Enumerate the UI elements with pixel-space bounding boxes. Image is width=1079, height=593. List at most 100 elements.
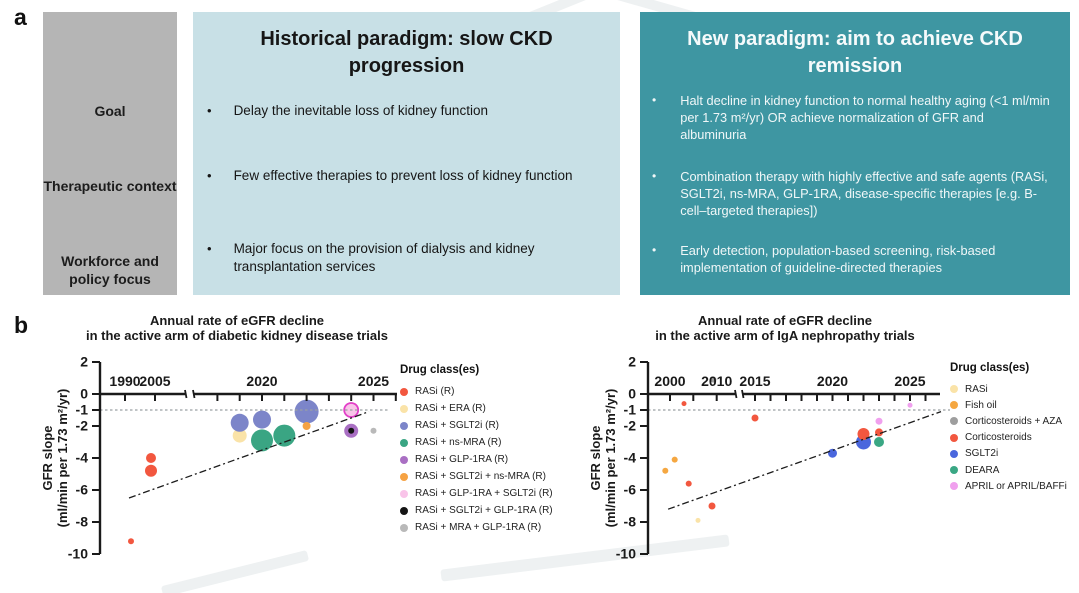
legend-item: Fish oil: [950, 397, 1079, 413]
data-point: [708, 502, 716, 510]
y-tick-label: -4: [76, 450, 89, 466]
data-point: [294, 399, 319, 424]
legend-swatch: [950, 433, 958, 442]
legend-item: RASi: [950, 381, 1079, 397]
legend-item: RASi (R): [400, 383, 580, 400]
legend-swatch: [400, 489, 408, 498]
historical-bullet-goal: • Delay the inevitable loss of kidney fu…: [207, 103, 488, 118]
y-tick-label: -2: [76, 418, 89, 434]
x-tick-label: 2020: [246, 373, 277, 389]
data-point: [146, 453, 156, 463]
y-tick-label: -2: [624, 418, 637, 434]
data-point: [828, 448, 837, 458]
legend-item-label: RASi + GLP-1RA (R): [415, 454, 509, 465]
x-tick-label: 2025: [894, 373, 925, 389]
legend-title: Drug class(es): [400, 364, 480, 376]
legend-swatch: [950, 417, 958, 426]
legend-swatch: [950, 401, 958, 410]
data-point: [875, 417, 883, 425]
legend-swatch: [400, 387, 408, 396]
y-tick-label: -1: [76, 402, 89, 418]
legend-item: RASi + SGLT2i (R): [400, 417, 580, 434]
data-point: [273, 424, 296, 447]
y-axis-label-line1: GFR slope: [40, 425, 55, 490]
legend-item-label: RASi (R): [415, 386, 455, 397]
new-bullet-therapeutic: • Combination therapy with highly effect…: [652, 169, 1048, 218]
y-tick-label: -4: [624, 450, 637, 466]
data-point: [128, 538, 134, 545]
row-header-therapeutic-context: Therapeutic context: [43, 178, 177, 194]
panel-a-label: a: [14, 4, 27, 30]
historical-paradigm-title: Historical paradigm: slow CKD progressio…: [260, 28, 553, 77]
row-header-workforce-policy: Workforce and policy focus: [61, 253, 159, 287]
axis-break-mark: [734, 389, 738, 399]
legend-item-label: Corticosteroids: [965, 432, 1032, 444]
chart-title-line2: in the active arm of IgA nephropathy tri…: [655, 328, 915, 343]
new-bullet-workforce: • Early detection, population-based scre…: [652, 243, 996, 275]
legend-swatch: [400, 438, 408, 447]
y-tick-label: 0: [628, 386, 636, 402]
legend-item-label: RASi: [965, 383, 988, 395]
legend-item-label: SGLT2i: [965, 448, 999, 460]
y-tick-label: -1: [624, 402, 637, 418]
legend-item-label: APRIL or APRIL/BAFFi: [965, 480, 1067, 492]
bullet-marker: •: [652, 93, 657, 107]
x-tick-label: 2010: [701, 373, 732, 389]
legend-item: SGLT2i: [950, 446, 1079, 462]
legend-item-label: Fish oil: [965, 399, 997, 411]
data-point: [232, 428, 247, 443]
y-tick-label: 2: [80, 354, 88, 370]
legend-swatch: [950, 466, 958, 475]
bullet-marker: •: [652, 243, 657, 257]
chart-title-line1: Annual rate of eGFR decline: [150, 313, 324, 328]
legend-item: RASi + SGLT2i + ns-MRA (R): [400, 468, 580, 485]
legend-swatch: [950, 482, 958, 491]
data-point: [230, 413, 249, 432]
data-point: [145, 464, 157, 477]
legend-item-label: Corticosteroids + AZA: [965, 415, 1062, 427]
y-tick-label: 0: [80, 386, 88, 402]
legend-swatch: [400, 506, 408, 515]
legend-item: Corticosteroids: [950, 430, 1079, 446]
y-tick-label: -8: [624, 514, 637, 530]
axis-break-mark: [184, 389, 188, 399]
y-axis-label-line2: (ml/min per 1.73 m²/yr): [603, 389, 618, 528]
legend-item: APRIL or APRIL/BAFFi: [950, 478, 1079, 494]
y-tick-label: -6: [76, 482, 89, 498]
data-point: [251, 429, 273, 452]
bullet-marker: •: [207, 168, 212, 183]
legend-item: RASi + GLP-1RA + SGLT2i (R): [400, 485, 580, 502]
legend-item: RASi + MRA + GLP-1RA (R): [400, 519, 580, 536]
bullet-marker: •: [207, 241, 212, 256]
data-point: [695, 517, 701, 523]
x-tick-label: 2020: [817, 373, 848, 389]
legend-item-label: RASi + GLP-1RA + SGLT2i (R): [415, 488, 553, 499]
legend-iga-nephropathy: Drug class(es) RASi Fish oil Corticosteroid…: [950, 362, 1079, 494]
legend-diabetic-kidney-disease: Drug class(es) RASi (R) RASi + ERA (R) RASi…: [400, 364, 580, 536]
y-tick-label: 2: [628, 354, 636, 370]
legend-item-label: RASi + SGLT2i + GLP-1RA (R): [415, 505, 553, 516]
new-bullet-goal: • Halt decline in kidney function to nor…: [652, 93, 1050, 142]
legend-item-label: RASi + ns-MRA (R): [415, 437, 502, 448]
historical-paradigm-panel: Historical paradigm: slow CKD progressio…: [193, 12, 620, 295]
legend-item-label: RASi + MRA + GLP-1RA (R): [415, 522, 542, 533]
data-point: [751, 414, 759, 422]
historical-bullet-workforce: • Major focus on the provision of dialys…: [207, 241, 535, 274]
data-point: [685, 480, 692, 487]
historical-bullet-therapeutic: • Few effective therapies to prevent los…: [207, 168, 573, 183]
legend-item: RASi + ERA (R): [400, 400, 580, 417]
x-tick-label: 2025: [358, 373, 389, 389]
y-tick-label: -10: [616, 546, 636, 562]
legend-swatch: [950, 385, 958, 394]
x-tick-label: 2015: [739, 373, 770, 389]
chart-title-line1: Annual rate of eGFR decline: [698, 313, 872, 328]
y-tick-label: -8: [76, 514, 89, 530]
data-point: [710, 376, 717, 383]
legend-item-label: DEARA: [965, 464, 1000, 476]
egfr-chart-iga-nephropathy: 2 0-1-2 -4 -6 -8 -10 2000 2010 2015 2020 2025 Annua…: [588, 313, 950, 562]
data-point: [348, 427, 355, 434]
legend-item: DEARA: [950, 462, 1079, 478]
y-tick-label: -10: [68, 546, 88, 562]
bullet-marker: •: [207, 103, 212, 118]
